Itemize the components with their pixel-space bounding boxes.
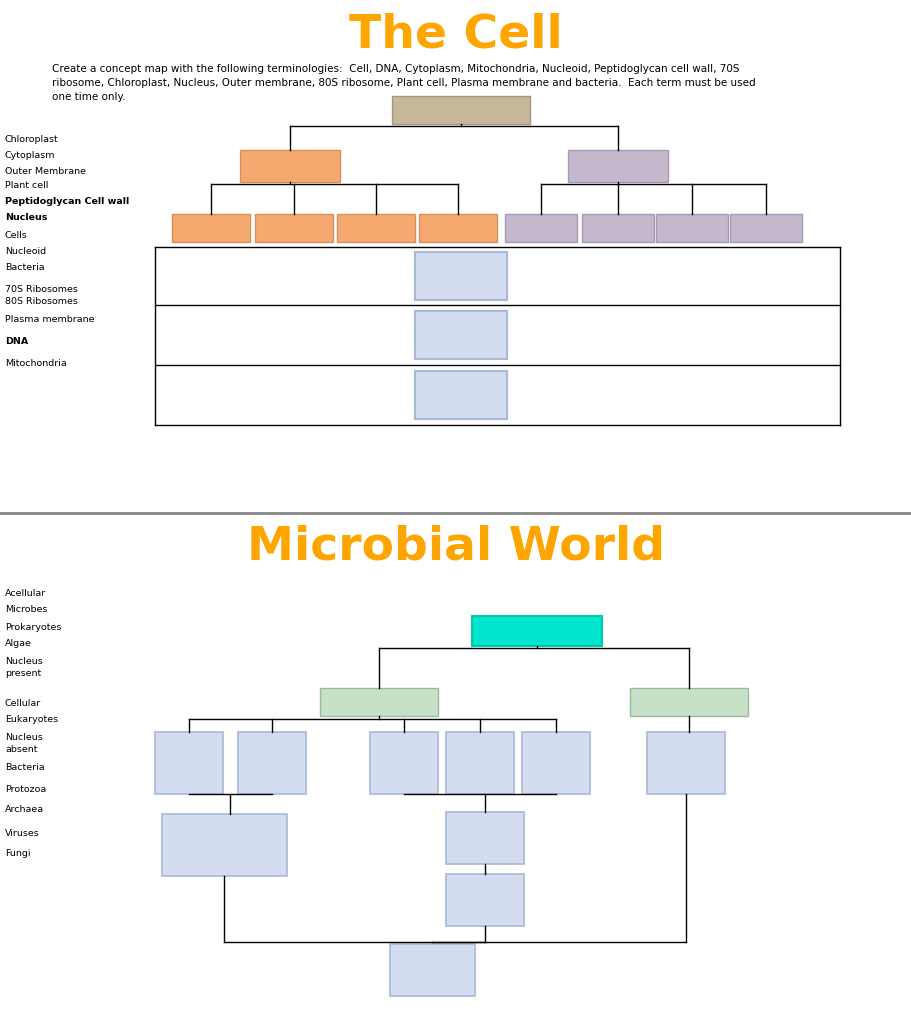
FancyBboxPatch shape: [655, 214, 727, 242]
Text: Prokaryotes: Prokaryotes: [5, 623, 61, 632]
Text: 80S Ribosomes: 80S Ribosomes: [5, 297, 77, 305]
Text: Plasma membrane: Plasma membrane: [5, 314, 95, 324]
Text: Create a concept map with the following terminologies:  Cell, DNA, Cytoplasm, Mi: Create a concept map with the following …: [52, 63, 739, 74]
Text: Viruses: Viruses: [5, 828, 40, 838]
Text: Cells: Cells: [5, 230, 27, 240]
FancyBboxPatch shape: [255, 214, 333, 242]
FancyBboxPatch shape: [415, 311, 507, 359]
FancyBboxPatch shape: [630, 688, 747, 716]
FancyBboxPatch shape: [370, 732, 437, 794]
Text: 70S Ribosomes: 70S Ribosomes: [5, 286, 77, 295]
Text: Cytoplasm: Cytoplasm: [5, 151, 56, 160]
Text: Outer Membrane: Outer Membrane: [5, 167, 86, 175]
Text: Fungi: Fungi: [5, 850, 30, 858]
FancyBboxPatch shape: [445, 732, 514, 794]
FancyBboxPatch shape: [337, 214, 415, 242]
FancyBboxPatch shape: [392, 96, 529, 124]
Text: Microbial World: Microbial World: [247, 524, 664, 569]
FancyBboxPatch shape: [445, 812, 524, 864]
Text: Nucleus: Nucleus: [5, 657, 43, 667]
FancyBboxPatch shape: [172, 214, 250, 242]
FancyBboxPatch shape: [390, 944, 475, 996]
Text: Nucleus: Nucleus: [5, 733, 43, 742]
FancyBboxPatch shape: [581, 214, 653, 242]
Text: DNA: DNA: [5, 338, 28, 346]
Text: Nucleoid: Nucleoid: [5, 247, 46, 256]
FancyBboxPatch shape: [320, 688, 437, 716]
Text: Cellular: Cellular: [5, 699, 41, 709]
FancyBboxPatch shape: [238, 732, 306, 794]
Text: present: present: [5, 669, 41, 678]
FancyBboxPatch shape: [472, 616, 601, 646]
Text: Bacteria: Bacteria: [5, 263, 45, 272]
Text: Archaea: Archaea: [5, 806, 44, 814]
Text: Plant cell: Plant cell: [5, 181, 48, 190]
FancyBboxPatch shape: [418, 214, 496, 242]
FancyBboxPatch shape: [521, 732, 589, 794]
Text: Protozoa: Protozoa: [5, 785, 46, 795]
Text: Acellular: Acellular: [5, 590, 46, 598]
FancyBboxPatch shape: [240, 150, 340, 182]
Text: Mitochondria: Mitochondria: [5, 359, 67, 369]
FancyBboxPatch shape: [646, 732, 724, 794]
Text: Peptidoglycan Cell wall: Peptidoglycan Cell wall: [5, 198, 129, 207]
Text: The Cell: The Cell: [349, 12, 562, 57]
Text: absent: absent: [5, 744, 37, 754]
FancyBboxPatch shape: [445, 874, 524, 926]
FancyBboxPatch shape: [415, 371, 507, 419]
FancyBboxPatch shape: [415, 252, 507, 300]
Text: Eukaryotes: Eukaryotes: [5, 716, 58, 725]
Text: Algae: Algae: [5, 639, 32, 647]
Text: ribosome, Chloroplast, Nucleus, Outer membrane, 80S ribosome, Plant cell, Plasma: ribosome, Chloroplast, Nucleus, Outer me…: [52, 78, 755, 88]
FancyBboxPatch shape: [162, 814, 287, 876]
FancyBboxPatch shape: [568, 150, 667, 182]
Text: one time only.: one time only.: [52, 92, 126, 102]
Text: Nucleus: Nucleus: [5, 213, 47, 221]
FancyBboxPatch shape: [729, 214, 801, 242]
FancyBboxPatch shape: [505, 214, 577, 242]
Text: Bacteria: Bacteria: [5, 763, 45, 771]
FancyBboxPatch shape: [155, 732, 223, 794]
Text: Chloroplast: Chloroplast: [5, 135, 58, 144]
Text: Microbes: Microbes: [5, 605, 47, 614]
